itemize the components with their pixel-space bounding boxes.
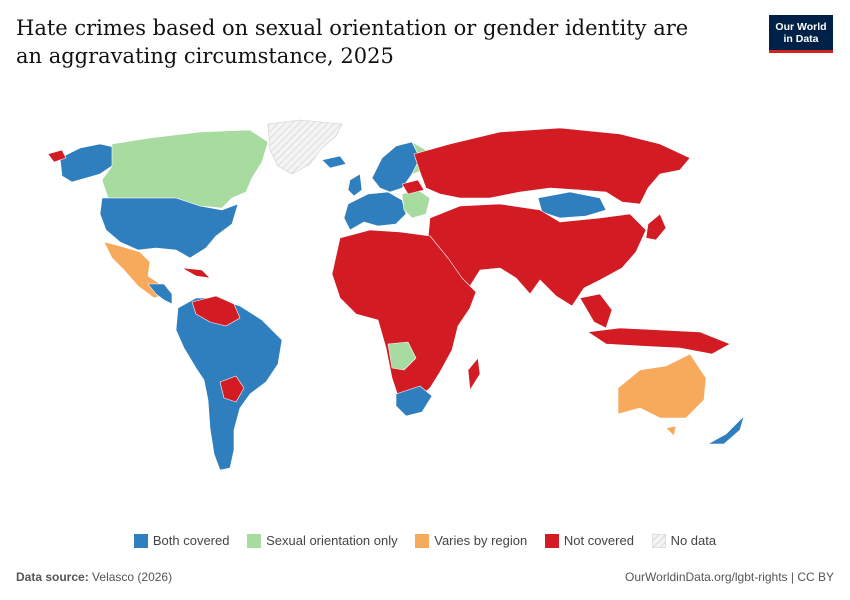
world-map (47, 119, 745, 471)
legend-swatch (544, 533, 559, 548)
region-venezuela[interactable] (191, 295, 241, 327)
owid-logo[interactable]: Our World in Data (769, 15, 833, 53)
region-angola-zambia[interactable] (387, 341, 417, 371)
region-tasmania[interactable] (665, 425, 677, 437)
legend-swatch (415, 533, 430, 548)
footer-url[interactable]: OurWorldinData.org/lgbt-rights | CC BY (625, 570, 834, 584)
region-belarus[interactable] (401, 179, 425, 195)
region-paraguay[interactable] (219, 375, 245, 403)
legend-swatch (133, 533, 148, 548)
legend-item-no-data[interactable]: No data (651, 533, 716, 548)
region-caribbean[interactable] (181, 267, 211, 279)
legend-item-sexual-orientation-only[interactable]: Sexual orientation only (247, 533, 398, 548)
region-south-africa[interactable] (395, 385, 433, 417)
data-source-link[interactable]: Velasco (2026) (92, 570, 173, 584)
legend-item-varies-by-region[interactable]: Varies by region (415, 533, 527, 548)
legend-item-both-covered[interactable]: Both covered (133, 533, 229, 548)
region-new-zealand[interactable] (707, 415, 745, 445)
data-source: Data source: Velasco (2026) (16, 570, 173, 584)
legend-item-not-covered[interactable]: Not covered (544, 533, 634, 548)
region-alaska[interactable] (59, 143, 119, 183)
region-western-europe[interactable] (343, 191, 407, 231)
legend-swatch-hatched (651, 533, 666, 548)
region-greenland[interactable] (267, 119, 343, 175)
region-uk[interactable] (347, 173, 363, 197)
region-indonesia[interactable] (587, 327, 731, 355)
region-aleutians[interactable] (47, 149, 67, 163)
legend: Both covered Sexual orientation only Var… (0, 533, 850, 551)
region-mongolia[interactable] (537, 191, 607, 219)
region-africa[interactable] (331, 229, 477, 403)
region-iceland[interactable] (321, 155, 347, 169)
region-southeast-asia[interactable] (579, 293, 613, 329)
region-australia[interactable] (617, 353, 707, 419)
region-central-america[interactable] (147, 283, 173, 305)
region-japan[interactable] (645, 213, 667, 241)
region-usa[interactable] (99, 197, 239, 259)
region-russia[interactable] (413, 127, 691, 205)
legend-swatch (247, 533, 262, 548)
chart-title: Hate crimes based on sexual orientation … (16, 16, 689, 68)
region-canada[interactable] (101, 129, 269, 209)
region-madagascar[interactable] (467, 357, 481, 391)
